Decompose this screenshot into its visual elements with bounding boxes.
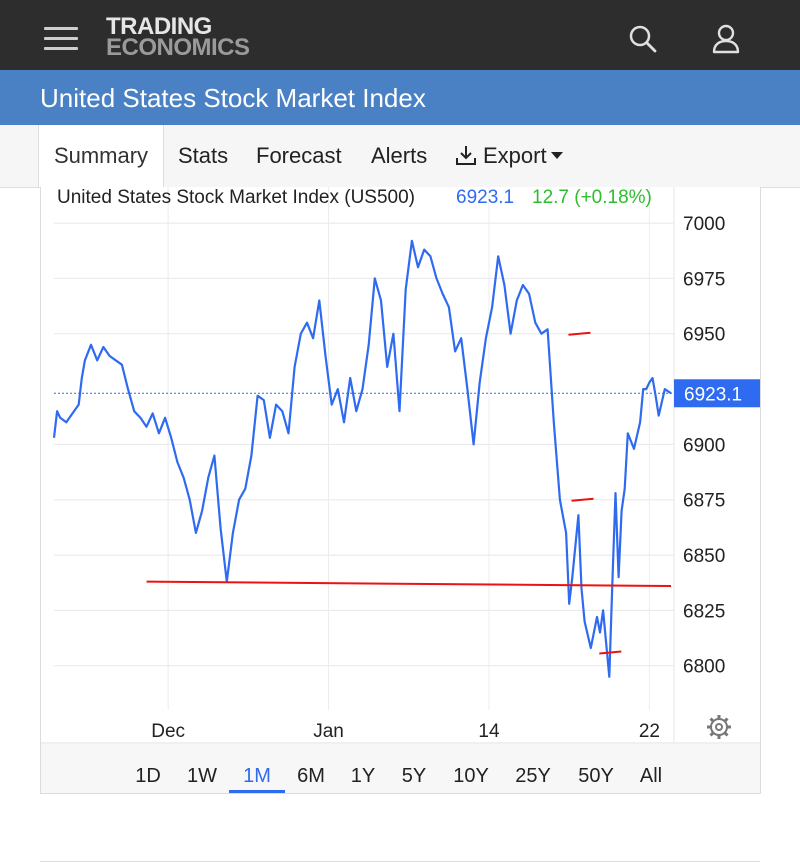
hamburger-menu-icon[interactable] — [44, 24, 78, 52]
range-selector: 1D 1W 1M 6M 1Y 5Y 10Y 25Y 50Y All — [135, 765, 662, 793]
divider — [40, 861, 760, 862]
trading-economics-logo[interactable]: TRADING ECONOMICS — [106, 13, 250, 61]
chart-annotations — [146, 331, 672, 655]
y-tick-label: 7000 — [683, 214, 725, 235]
y-tick-label: 6875 — [683, 491, 725, 512]
chart-grid — [54, 187, 674, 710]
range-label: 10Y — [453, 765, 489, 787]
range-active-underline — [229, 790, 285, 793]
quote-change: 12.7 (+0.18%) — [532, 187, 652, 208]
x-tick-label: 22 — [639, 721, 660, 742]
range-label: 1M — [243, 765, 271, 787]
y-tick-label: 6850 — [683, 546, 725, 567]
tab-bar: Summary Stats Forecast Alerts Export — [0, 125, 800, 188]
range-label: 1Y — [351, 765, 375, 787]
marker — [568, 331, 591, 336]
logo-line1: TRADING — [106, 13, 212, 40]
x-tick-label: Dec — [151, 721, 185, 742]
series-line — [52, 239, 672, 678]
chart-panel: United States Stock Market Index (US500)… — [40, 187, 761, 794]
tab-alerts[interactable]: Alerts — [371, 125, 427, 187]
page-title-bar: United States Stock Market Index — [0, 70, 800, 125]
y-tick-label: 6825 — [683, 601, 725, 622]
y-tick-label: 6800 — [683, 657, 725, 678]
tab-forecast-label: Forecast — [256, 143, 342, 168]
range-5y[interactable]: 5Y — [402, 765, 426, 787]
last-price-label: 6923.1 — [684, 384, 742, 405]
user-icon[interactable] — [710, 24, 742, 54]
range-label: 50Y — [578, 765, 614, 787]
range-50y[interactable]: 50Y — [578, 765, 614, 787]
range-1d[interactable]: 1D — [135, 765, 161, 787]
logo-line2: ECONOMICS — [106, 34, 250, 61]
range-1m[interactable]: 1M — [229, 765, 285, 793]
range-label: All — [640, 765, 662, 787]
tab-forecast[interactable]: Forecast — [256, 125, 342, 187]
x-tick-label: Jan — [313, 721, 344, 742]
tab-alerts-label: Alerts — [371, 143, 428, 168]
y-tick-label: 6950 — [683, 325, 725, 346]
last-price-box — [674, 379, 760, 408]
quote-name: United States Stock Market Index (US500) — [57, 187, 415, 208]
page-title: United States Stock Market Index — [40, 83, 426, 113]
tab-summary-label: Summary — [53, 143, 149, 168]
x-tick-label: 14 — [478, 721, 500, 742]
y-tick-label: 6975 — [683, 269, 725, 290]
range-1y[interactable]: 1Y — [351, 765, 375, 787]
quote-price: 6923.1 — [456, 187, 514, 208]
y-tick-label: 6900 — [683, 435, 725, 456]
range-label: 1D — [135, 765, 161, 787]
top-navbar: TRADING ECONOMICS — [0, 0, 800, 70]
tab-stats[interactable]: Stats — [178, 125, 228, 187]
range-6m[interactable]: 6M — [297, 765, 325, 787]
tab-export-label: Export — [483, 143, 547, 168]
tab-stats-label: Stats — [178, 143, 229, 168]
search-icon[interactable] — [628, 24, 658, 54]
range-all[interactable]: All — [640, 765, 662, 787]
range-label: 1W — [187, 765, 217, 787]
download-icon — [456, 146, 476, 165]
x-axis: Dec Jan 14 22 — [151, 721, 660, 742]
tab-export[interactable]: Export — [455, 125, 563, 187]
trendline — [146, 580, 672, 588]
marker — [599, 650, 622, 655]
range-label: 5Y — [402, 765, 426, 787]
range-25y[interactable]: 25Y — [515, 765, 551, 787]
range-label: 25Y — [515, 765, 551, 787]
gear-icon[interactable] — [707, 715, 731, 739]
tab-summary[interactable]: Summary — [38, 125, 164, 187]
price-chart[interactable]: United States Stock Market Index (US500)… — [41, 187, 760, 793]
marker — [571, 497, 594, 502]
y-axis: 7000 6975 6950 6900 6875 6850 6825 6800 — [683, 214, 725, 678]
chevron-down-icon — [550, 152, 563, 160]
range-10y[interactable]: 10Y — [453, 765, 489, 787]
range-1w[interactable]: 1W — [187, 765, 217, 787]
range-label: 6M — [297, 765, 325, 787]
